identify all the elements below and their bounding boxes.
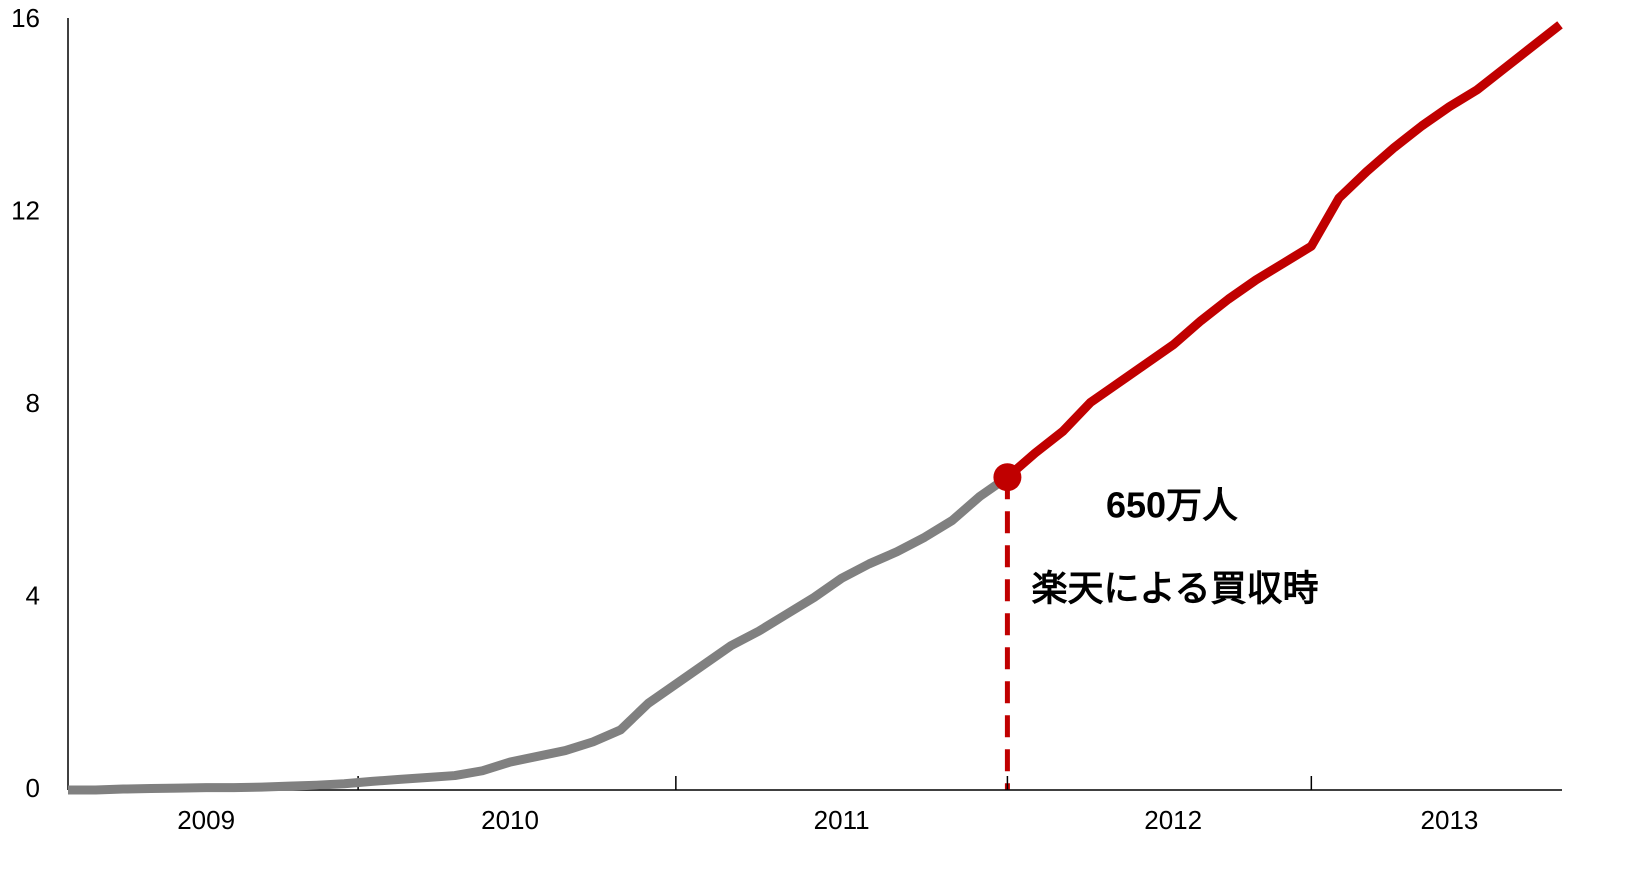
x-tick-label: 2012 (1144, 805, 1202, 835)
x-tick-label: 2010 (481, 805, 539, 835)
y-tick-label: 8 (26, 388, 40, 418)
point-marker (993, 463, 1022, 492)
line-series (1004, 21, 1563, 481)
y-tick-label: 12 (11, 195, 40, 225)
x-tick-label: 2013 (1421, 805, 1479, 835)
x-tick-label: 2009 (177, 805, 235, 835)
line-series (68, 473, 1010, 795)
y-tick-label: 0 (26, 773, 40, 803)
y-tick-label: 4 (26, 580, 40, 610)
x-tick-label: 2011 (814, 805, 870, 835)
y-tick-label: 16 (11, 3, 40, 33)
annotation: 楽天による買収時 (1032, 568, 1319, 609)
annotation: 650万人 (1106, 485, 1238, 526)
